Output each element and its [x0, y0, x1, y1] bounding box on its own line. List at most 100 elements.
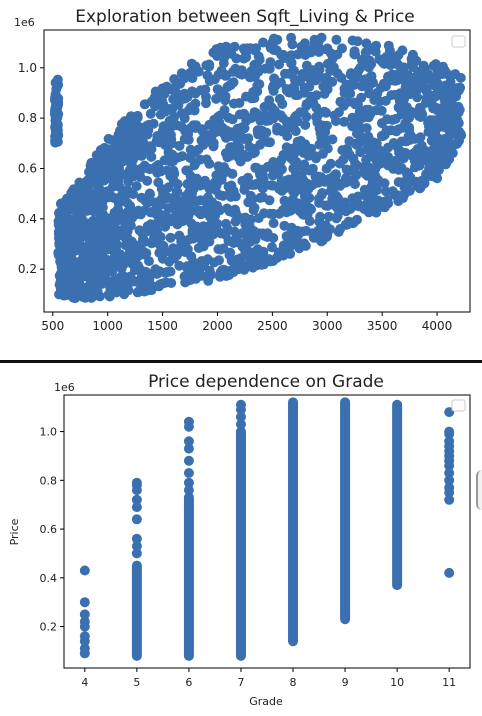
chart-1-y-axis: 0.2 0.4 0.6 0.8 1.0: [18, 61, 44, 276]
chart-1-point: [116, 119, 127, 129]
chart-1-point: [112, 208, 123, 219]
chart-1-point: [177, 216, 188, 227]
chart-1-point: [225, 247, 236, 258]
chart-1-point: [183, 178, 193, 189]
chart-1-point: [331, 34, 342, 45]
chart-1-point: [234, 109, 245, 120]
chart-2-grade-column: [340, 397, 351, 625]
chart-1-point: [207, 227, 218, 238]
chart-1-point: [367, 177, 378, 188]
chart-1-point: [240, 219, 251, 230]
chart-1-point: [160, 221, 171, 232]
chart-1-point: [454, 104, 465, 115]
chart-1-point: [158, 240, 169, 251]
chart-1-point: [341, 174, 352, 185]
chart-1-point: [158, 214, 169, 225]
chart-1-point: [259, 101, 270, 112]
chart-1-point: [378, 56, 389, 67]
chart-1-point: [185, 144, 196, 155]
chart-1-point: [189, 160, 200, 171]
chart-1-point: [289, 118, 300, 129]
chart-2-point: [79, 631, 90, 642]
chart-1-point: [405, 134, 416, 145]
chart-1-point: [430, 59, 441, 70]
chart-2-point: [444, 426, 455, 437]
chart-2-x-label: Grade: [249, 695, 283, 708]
chart-1-point: [297, 209, 308, 220]
chart-2-point: [79, 565, 90, 576]
chart-2-x-tick-label: 11: [442, 676, 456, 689]
chart-1-point: [374, 144, 384, 155]
chart-1-point: [135, 172, 146, 182]
chart-1-point: [406, 73, 417, 83]
chart-1-y-tick-label: 0.4: [18, 212, 37, 226]
chart-1-point: [106, 266, 117, 277]
chart-1-point: [187, 73, 198, 84]
chart-1-point: [105, 231, 116, 242]
chart-1-point: [321, 163, 332, 174]
chart-1-point: [127, 155, 138, 166]
chart-1-point: [193, 243, 204, 253]
chart-1-point: [404, 185, 415, 196]
chart-1-point: [329, 199, 340, 210]
chart-1-point: [339, 88, 350, 99]
chart-1-point: [116, 191, 127, 201]
chart-1-point: [425, 115, 436, 126]
chart-1-point: [138, 233, 149, 244]
chart-1-point: [386, 90, 397, 101]
chart-1-point: [170, 81, 181, 92]
chart-2-point: [79, 643, 90, 654]
chart-1-point: [212, 218, 223, 229]
chart-1-point: [251, 43, 262, 54]
chart-2-grade-column: [131, 560, 142, 661]
chart-1-point: [220, 91, 231, 102]
chart-1-point: [397, 94, 407, 105]
chart-1-point: [455, 82, 466, 93]
chart-1-point: [234, 98, 245, 108]
chart-1-point: [267, 170, 278, 181]
chart-1-point: [268, 45, 279, 55]
chart-1-point: [136, 192, 147, 203]
chart-1-point: [288, 226, 299, 237]
chart-2-point: [131, 502, 142, 513]
chart-1-point: [384, 49, 395, 60]
chart-1-point: [179, 93, 190, 104]
chart-1-point: [349, 46, 360, 57]
chart-1-point: [383, 142, 393, 153]
chart-1-x-tick-label: 3500: [367, 319, 398, 333]
chart-2-y-tick-label: 0.6: [40, 523, 58, 536]
chart-1-point: [231, 233, 242, 244]
chart-1-point: [295, 107, 306, 118]
chart-2-point: [183, 443, 194, 454]
chart-1-point: [120, 240, 131, 251]
chart-1-point: [145, 220, 156, 231]
chart-1-point: [426, 145, 437, 156]
chart-1-point: [278, 49, 289, 60]
chart-1-point: [244, 141, 255, 152]
chart-1-point: [128, 189, 139, 200]
chart-1-point: [116, 252, 127, 262]
chart-1-point: [90, 235, 101, 246]
chart-1-point: [387, 186, 398, 197]
chart-1-point: [391, 155, 401, 166]
chart-1-point: [430, 158, 441, 169]
chart-1-point: [277, 99, 288, 109]
chart-1-point: [214, 255, 224, 266]
chart-1-point: [258, 174, 269, 185]
chart-1-point: [203, 192, 213, 203]
chart-1-point: [343, 203, 354, 214]
chart-1-point: [356, 92, 367, 103]
chart-1-point: [254, 54, 265, 65]
chart-1-point: [96, 148, 107, 158]
chart-1-point: [222, 82, 233, 92]
chart-1-point: [353, 199, 364, 210]
chart-1-point: [387, 114, 398, 125]
chart-1-point: [401, 102, 412, 113]
chart-1-point: [82, 205, 92, 216]
chart-1-point: [190, 61, 201, 72]
chart-1-point: [200, 178, 211, 189]
chart-1-point: [108, 154, 119, 165]
chart-1-point: [284, 87, 295, 98]
chart-2: Price dependence on Grade 1e6 4 5 6 7 8 9 10 11…: [8, 372, 471, 708]
chart-1-point: [168, 156, 179, 167]
